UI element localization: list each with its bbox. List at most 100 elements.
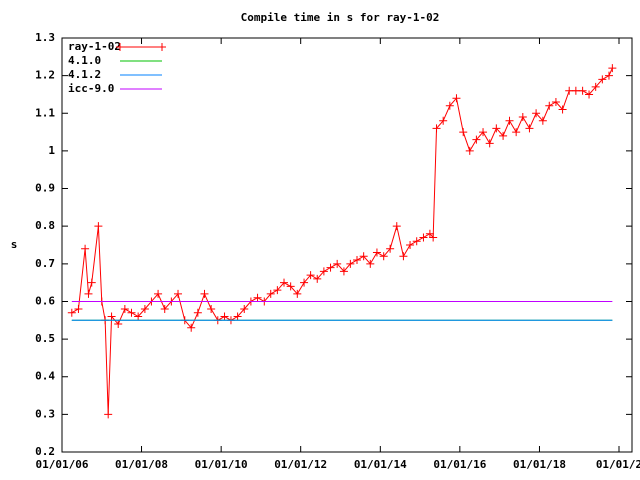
point-marker	[379, 252, 388, 261]
point-marker	[392, 222, 401, 231]
point-marker	[366, 259, 375, 268]
point-marker	[439, 116, 448, 125]
point-marker	[459, 128, 468, 137]
point-marker	[84, 289, 93, 298]
point-marker	[465, 146, 474, 155]
point-marker	[207, 304, 216, 313]
point-marker	[551, 97, 560, 106]
point-marker	[558, 105, 567, 114]
y-tick-label: 1.1	[35, 106, 55, 119]
point-marker	[280, 278, 289, 287]
legend-label: 4.1.0	[68, 54, 101, 67]
point-marker	[386, 244, 395, 253]
x-tick-label: 01/01/10	[195, 458, 248, 471]
x-tick-label: 01/01/08	[115, 458, 168, 471]
point-marker	[545, 101, 554, 110]
point-marker	[578, 86, 587, 95]
point-marker	[452, 94, 461, 103]
point-marker	[127, 308, 136, 317]
point-marker	[485, 139, 494, 148]
point-marker	[472, 135, 481, 144]
y-tick-label: 0.7	[35, 257, 55, 270]
y-tick-label: 0.9	[35, 182, 55, 195]
point-marker	[372, 248, 381, 257]
point-marker	[286, 282, 295, 291]
point-marker	[140, 304, 149, 313]
point-marker	[200, 289, 209, 298]
point-marker	[104, 410, 113, 419]
point-marker	[419, 233, 428, 242]
point-marker	[406, 241, 415, 249]
point-marker	[518, 113, 527, 122]
legend-label: icc-9.0	[68, 82, 114, 95]
point-marker	[253, 293, 262, 302]
x-tick-label: 01/01/14	[354, 458, 407, 471]
point-marker	[339, 267, 348, 276]
point-marker	[499, 131, 508, 140]
point-marker	[353, 256, 362, 265]
point-marker	[240, 304, 249, 313]
point-marker	[585, 90, 594, 99]
point-marker	[300, 278, 309, 287]
point-marker	[571, 86, 580, 95]
point-marker	[326, 263, 335, 272]
y-tick-label: 0.3	[35, 407, 55, 420]
point-marker	[412, 237, 421, 246]
point-marker	[87, 278, 96, 287]
point-marker	[538, 116, 547, 125]
point-marker	[120, 304, 129, 313]
point-marker	[193, 308, 202, 317]
point-marker	[134, 312, 143, 321]
x-tick-label: 01/01/06	[36, 458, 89, 471]
point-marker	[399, 252, 408, 261]
point-marker	[432, 124, 441, 133]
point-marker	[591, 82, 600, 91]
point-marker	[479, 128, 488, 137]
x-tick-label: 01/01/2	[596, 458, 640, 471]
x-tick-label: 01/01/16	[433, 458, 486, 471]
legend-label: ray-1-02	[68, 40, 121, 53]
point-marker	[187, 323, 196, 332]
point-marker	[114, 320, 123, 329]
x-tick-label: 01/01/18	[513, 458, 566, 471]
point-marker	[346, 259, 355, 268]
point-marker	[445, 101, 454, 110]
point-marker	[492, 124, 501, 133]
point-marker	[333, 259, 342, 268]
legend-marker	[116, 43, 166, 51]
point-marker	[319, 267, 328, 276]
point-marker	[532, 109, 541, 118]
y-tick-label: 0.6	[35, 294, 55, 307]
point-marker	[220, 312, 229, 321]
point-marker	[306, 271, 315, 280]
point-marker	[266, 289, 275, 298]
point-marker	[313, 274, 322, 283]
chart-title: Compile time in s for ray-1-02	[241, 11, 440, 24]
point-marker	[505, 116, 514, 125]
point-marker	[81, 244, 90, 253]
point-marker	[174, 289, 183, 298]
plot-border	[61, 37, 633, 453]
point-marker	[293, 289, 302, 298]
point-marker	[608, 64, 617, 73]
point-marker	[154, 289, 163, 298]
point-marker	[160, 304, 169, 313]
point-marker	[425, 229, 434, 238]
x-tick-label: 01/01/12	[274, 458, 327, 471]
y-tick-label: 1	[48, 144, 55, 157]
y-tick-label: 0.4	[35, 370, 55, 383]
point-marker	[273, 286, 282, 295]
point-marker	[107, 312, 116, 321]
point-marker	[94, 222, 103, 231]
y-tick-label: 1.2	[35, 69, 55, 82]
point-marker	[233, 312, 242, 321]
point-marker	[359, 252, 368, 261]
point-marker	[512, 128, 521, 137]
y-tick-label: 0.5	[35, 332, 55, 345]
point-marker	[74, 304, 83, 313]
y-axis-label: s	[11, 238, 18, 251]
point-marker	[525, 124, 534, 133]
y-tick-label: 0.8	[35, 219, 55, 232]
